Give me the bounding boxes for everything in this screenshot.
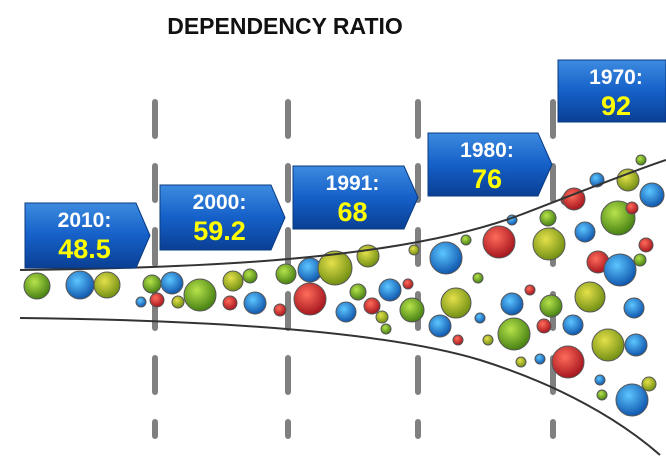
ratio-value: 59.2 — [193, 216, 246, 246]
bubble — [603, 253, 637, 287]
bubble — [574, 221, 596, 243]
bubble — [497, 317, 531, 351]
ratio-value: 76 — [472, 164, 502, 194]
bubble — [591, 328, 625, 362]
banner — [557, 59, 666, 123]
bubble — [615, 383, 649, 417]
bubble — [482, 334, 494, 346]
bubble — [183, 278, 217, 312]
banners: 2010:48.5 2000:59.2 1991:68 1980:76 1970:92 — [24, 59, 666, 269]
bubble — [243, 291, 267, 315]
dividers — [152, 99, 556, 439]
bubble — [335, 301, 357, 323]
ratio-value: 48.5 — [58, 234, 111, 264]
bubble — [532, 227, 566, 261]
bubble — [596, 389, 608, 401]
bubble — [474, 312, 486, 324]
bubble — [363, 297, 381, 315]
bubble — [638, 237, 654, 253]
year-label: 2010: — [58, 209, 112, 232]
title: DEPENDENCY RATIO — [167, 13, 403, 39]
bubble — [222, 270, 244, 292]
bubble — [440, 287, 472, 319]
ratio-value: 92 — [601, 91, 631, 121]
banner — [292, 165, 419, 230]
bubble — [402, 278, 414, 290]
year-label: 1970: — [589, 66, 643, 89]
bubble — [135, 296, 147, 308]
bubble — [242, 268, 258, 284]
banner — [427, 132, 553, 197]
bubble — [222, 295, 238, 311]
banner — [24, 202, 151, 269]
bubble — [641, 376, 657, 392]
banner — [159, 184, 286, 251]
bubble — [594, 374, 606, 386]
bubble — [171, 295, 185, 309]
year-label: 2000: — [193, 191, 247, 214]
bubble — [142, 274, 162, 294]
bubble — [160, 271, 184, 295]
bubble — [482, 225, 516, 259]
bubbles — [23, 154, 665, 417]
bubble — [93, 271, 121, 299]
bubble — [500, 292, 524, 316]
ratio-value: 68 — [337, 197, 367, 227]
bubble — [275, 263, 297, 285]
bubble — [408, 244, 420, 256]
bubble — [378, 278, 402, 302]
bubble — [428, 314, 452, 338]
bubble — [515, 356, 527, 368]
bubble — [616, 168, 640, 192]
bubble — [149, 292, 165, 308]
bubble — [452, 334, 464, 346]
bubble — [624, 333, 648, 357]
bubble — [633, 253, 647, 267]
bubble — [536, 318, 552, 334]
bubble — [539, 294, 563, 318]
bubble — [639, 182, 665, 208]
bubble — [23, 272, 51, 300]
bubble — [380, 323, 392, 335]
bubble — [273, 303, 287, 317]
bubble — [524, 284, 536, 296]
funnel-top — [19, 159, 666, 271]
bubble — [375, 310, 389, 324]
bubble — [317, 250, 353, 286]
year-label: 1980: — [460, 139, 514, 162]
bubble — [65, 270, 95, 300]
bubble — [460, 234, 472, 246]
bubble — [472, 272, 484, 284]
bubble — [399, 297, 425, 323]
bubble — [623, 297, 645, 319]
bubble — [625, 201, 639, 215]
bubble — [551, 345, 585, 379]
bubble — [429, 241, 463, 275]
bubble — [635, 154, 647, 166]
bubble — [539, 209, 557, 227]
bubble — [534, 353, 546, 365]
bubble — [574, 281, 606, 313]
bubble — [349, 283, 367, 301]
funnel-bottom — [19, 317, 661, 456]
bubble — [562, 314, 584, 336]
year-label: 1991: — [326, 172, 380, 195]
bubble — [293, 282, 327, 316]
